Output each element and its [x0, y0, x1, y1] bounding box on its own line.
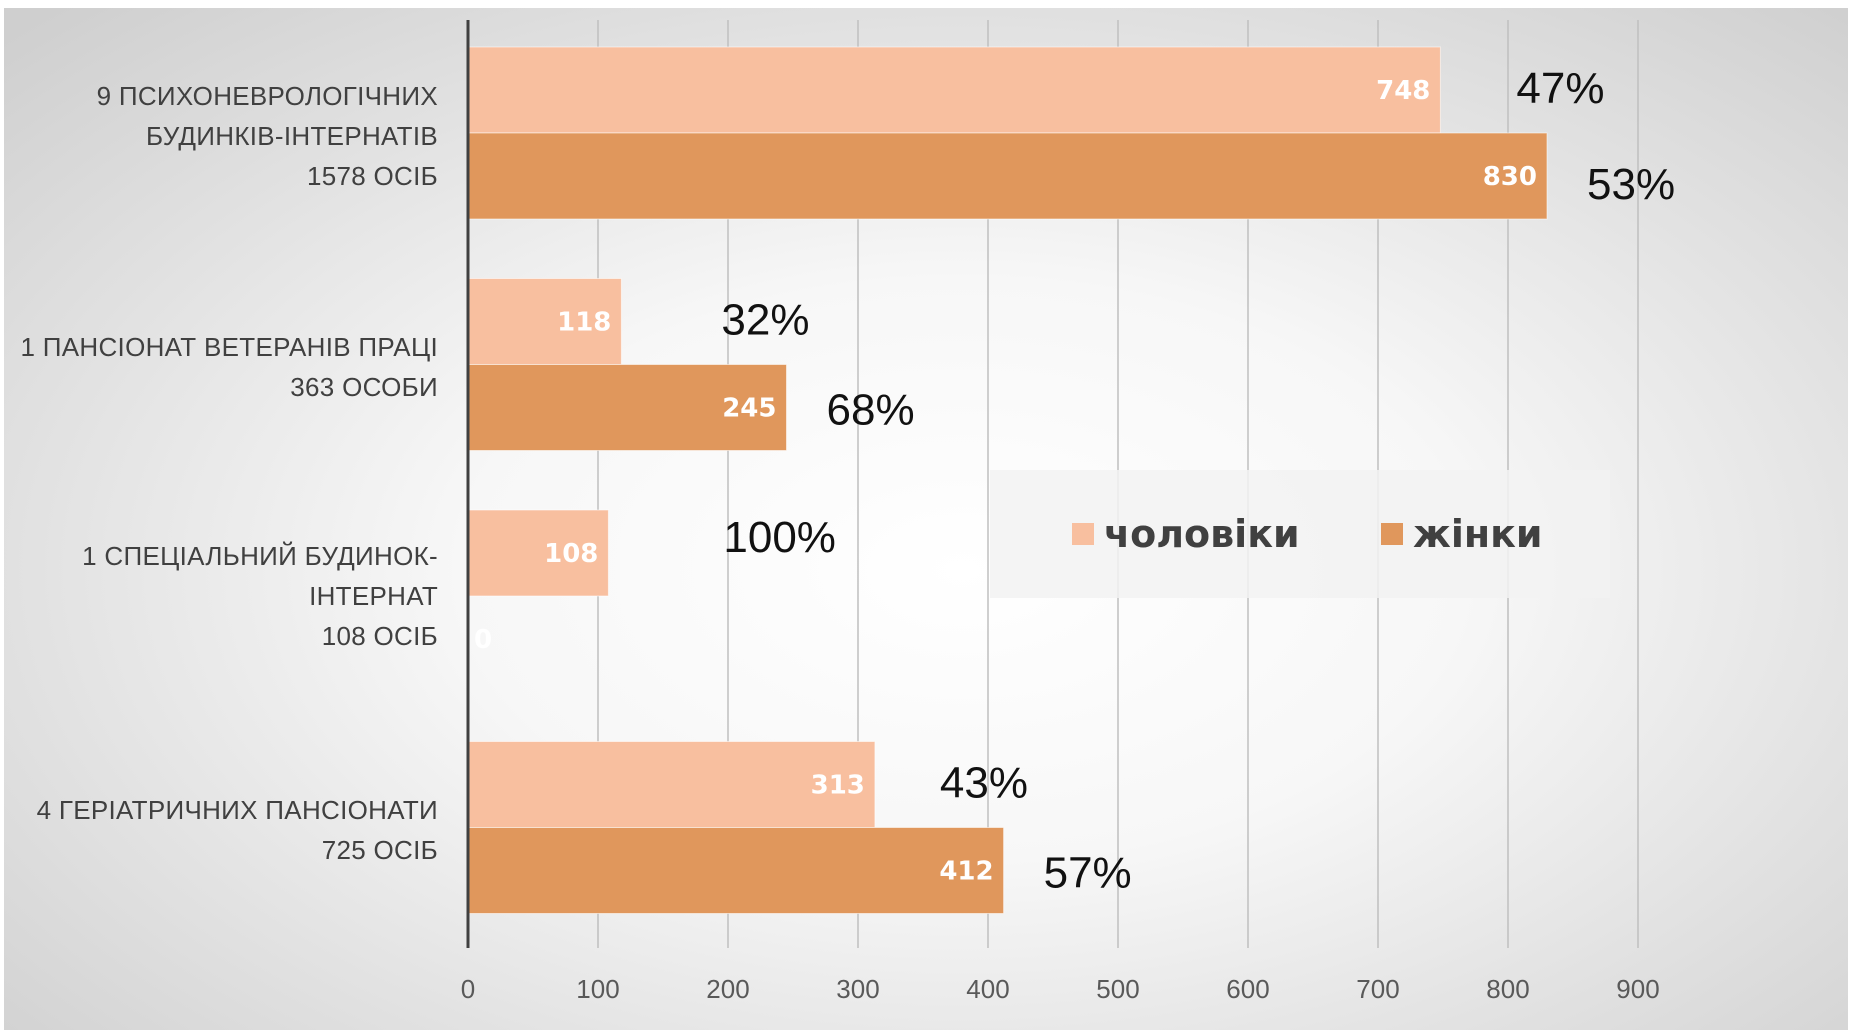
bar-men — [467, 278, 622, 365]
data-value-label: 0 — [474, 625, 492, 655]
bar-women — [467, 364, 787, 451]
category-label-2: 1 ПАНСІОНАТ ВЕТЕРАНІВ ПРАЦІ 363 ОСОБИ — [8, 327, 438, 407]
data-value-label: 313 — [811, 771, 865, 801]
bar-women — [467, 827, 1005, 914]
percent-label: 47% — [1516, 64, 1604, 113]
percent-label: 43% — [940, 759, 1028, 808]
category-label-line: 363 ОСОБИ — [290, 372, 438, 402]
legend: чоловіки жінки — [990, 470, 1610, 598]
category-label-line: БУДИНКІВ-ІНТЕРНАТІВ — [145, 121, 438, 151]
category-label-line: 1 ПАНСІОНАТ ВЕТЕРАНІВ ПРАЦІ — [20, 332, 438, 362]
data-value-label: 118 — [557, 308, 611, 338]
bars — [467, 46, 1548, 914]
category-label-line: ІНТЕРНАТ — [309, 581, 438, 611]
x-tick-label: 700 — [1356, 974, 1399, 1004]
x-axis-ticks: 0 100 200 300 400 500 600 700 800 900 — [461, 974, 1660, 1004]
data-value-label: 108 — [544, 539, 598, 569]
legend-swatch-women — [1381, 523, 1403, 545]
x-tick-label: 0 — [461, 974, 475, 1004]
category-label-line: 725 ОСІБ — [321, 835, 438, 865]
data-value-label: 412 — [939, 857, 993, 887]
x-tick-label: 800 — [1486, 974, 1529, 1004]
x-tick-label: 500 — [1096, 974, 1139, 1004]
bar-men — [467, 509, 609, 597]
legend-item-men: чоловіки — [1072, 470, 1300, 598]
x-tick-label: 100 — [576, 974, 619, 1004]
category-label-1: 9 ПСИХОНЕВРОЛОГІЧНИХ БУДИНКІВ-ІНТЕРНАТІВ… — [8, 76, 438, 196]
legend-label-men: чоловіки — [1104, 512, 1300, 556]
category-label-line: 1 СПЕЦІАЛЬНИЙ БУДИНОК- — [82, 541, 438, 571]
category-label-line: 4 ГЕРІАТРИЧНИХ ПАНСІОНАТИ — [36, 795, 438, 825]
percent-label: 100% — [723, 513, 836, 562]
percent-label: 68% — [827, 386, 915, 435]
category-label-line: 108 ОСІБ — [321, 621, 438, 651]
category-label-4: 4 ГЕРІАТРИЧНИХ ПАНСІОНАТИ 725 ОСІБ — [8, 790, 438, 870]
x-tick-label: 200 — [706, 974, 749, 1004]
x-tick-label: 600 — [1226, 974, 1269, 1004]
category-label-line: 9 ПСИХОНЕВРОЛОГІЧНИХ — [96, 81, 438, 111]
x-tick-label: 400 — [966, 974, 1009, 1004]
legend-label-women: жінки — [1413, 512, 1543, 556]
percent-label: 32% — [721, 296, 809, 345]
percent-label: 57% — [1044, 849, 1132, 898]
data-value-label: 830 — [1483, 162, 1537, 192]
x-tick-label: 900 — [1616, 974, 1659, 1004]
percent-label: 53% — [1587, 160, 1675, 209]
bar-men — [467, 46, 1441, 134]
data-value-label: 748 — [1376, 76, 1430, 106]
category-label-3: 1 СПЕЦІАЛЬНИЙ БУДИНОК- ІНТЕРНАТ 108 ОСІБ — [8, 536, 438, 656]
bar-women — [467, 132, 1548, 220]
x-tick-label: 300 — [836, 974, 879, 1004]
legend-item-women: жінки — [1381, 470, 1543, 598]
legend-swatch-men — [1072, 523, 1094, 545]
data-value-label: 245 — [722, 394, 776, 424]
category-label-line: 1578 ОСІБ — [306, 161, 438, 191]
data-labels: 748 47% 830 53% 118 32% 245 68% 108 100% 0 313 43% 41… — [474, 64, 1675, 898]
